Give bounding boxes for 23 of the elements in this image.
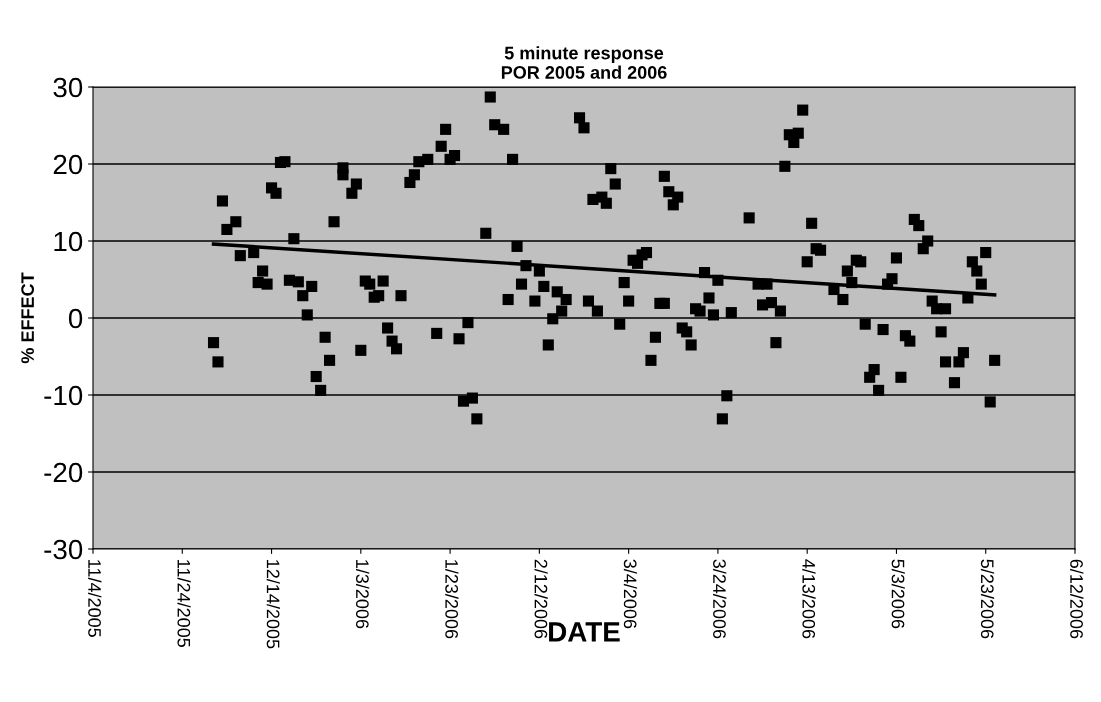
x-tick-label: 3/24/2006 bbox=[713, 559, 727, 639]
x-tick-label: 3/4/2006 bbox=[623, 559, 638, 629]
x-tick-label: 6/12/2006 bbox=[1070, 559, 1084, 639]
y-axis-title: % EFFECT bbox=[21, 272, 35, 364]
x-tick-label: 4/13/2006 bbox=[802, 559, 816, 639]
x-tick-label: 5/23/2006 bbox=[980, 559, 995, 639]
y-tick-label: 10 bbox=[54, 231, 83, 252]
y-tick-label: -30 bbox=[44, 539, 83, 560]
x-axis-title: DATE bbox=[549, 622, 620, 642]
y-tick-label: 0 bbox=[68, 308, 83, 329]
x-tick-label: 11/4/2005 bbox=[88, 560, 102, 637]
x-tick-label: 2/12/2006 bbox=[534, 559, 548, 639]
y-tick-label: -20 bbox=[44, 462, 83, 483]
y-tick-label: 30 bbox=[53, 77, 83, 98]
x-tick-label: 12/14/2005 bbox=[266, 560, 280, 649]
chart-title: 5 minute response bbox=[504, 46, 664, 63]
y-tick-label: 20 bbox=[53, 154, 83, 175]
x-tick-label: 1/3/2006 bbox=[355, 560, 370, 629]
chart-subtitle: POR 2005 and 2006 bbox=[501, 65, 667, 79]
y-tick-label: -10 bbox=[44, 385, 83, 406]
x-tick-label: 11/24/2005 bbox=[177, 560, 191, 647]
x-tick-label: 1/23/2006 bbox=[445, 560, 459, 639]
x-tick-label: 5/3/2006 bbox=[891, 559, 905, 629]
